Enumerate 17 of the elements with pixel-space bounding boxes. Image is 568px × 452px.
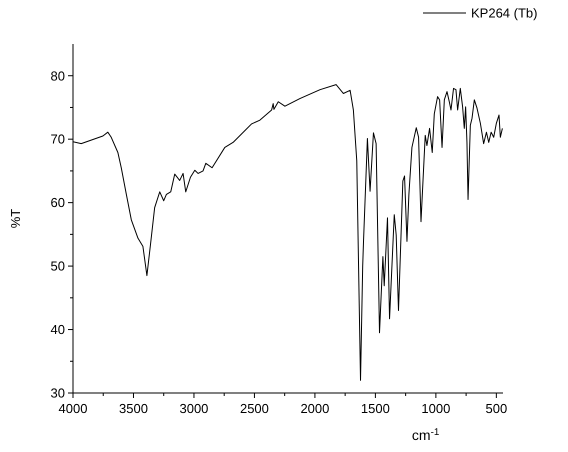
y-tick-label: 30 <box>50 386 65 401</box>
x-tick-label: 2500 <box>240 401 269 416</box>
y-tick-label: 70 <box>50 132 65 147</box>
y-tick-label: 80 <box>50 68 65 84</box>
x-tick-label: 500 <box>485 401 508 416</box>
y-axis-title: %T <box>8 208 23 228</box>
x-tick-label: 4000 <box>58 401 88 416</box>
x-tick-label: 1500 <box>360 401 390 416</box>
x-tick-label: 3000 <box>179 401 208 416</box>
x-tick-label: 1000 <box>421 401 450 416</box>
y-tick-label: 50 <box>50 258 65 274</box>
x-tick-label: 3500 <box>119 401 148 416</box>
y-tick-label: 40 <box>50 322 65 338</box>
x-tick-label: 2000 <box>300 401 330 416</box>
y-tick-label: 60 <box>50 195 65 210</box>
x-axis-title: cm$^{-1}$ <box>412 426 440 443</box>
legend-label: KP264 (Tb) <box>471 6 538 21</box>
